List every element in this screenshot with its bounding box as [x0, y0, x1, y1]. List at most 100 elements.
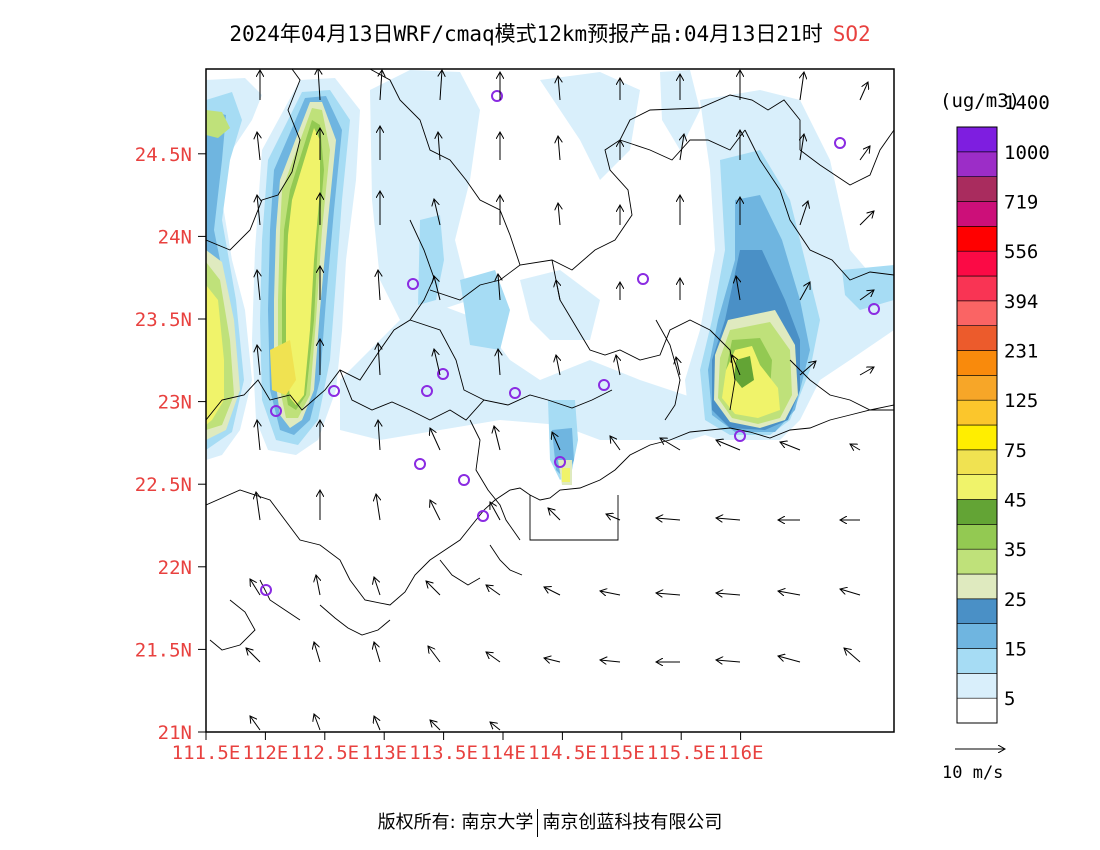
colorbar-label: 1400 [1004, 92, 1050, 114]
site-marker [458, 474, 470, 486]
wind-arrow [676, 357, 680, 376]
lon-tick-label: 111.5E [172, 742, 241, 764]
wind-arrow [736, 276, 740, 301]
site-marker [260, 584, 272, 596]
wind-arrow [378, 270, 380, 301]
copyright-footer: 版权所有: 南京大学 南京创蓝科技有限公司 [0, 808, 1100, 837]
wind-arrow [486, 652, 501, 663]
colorbar-label: 1000 [1004, 142, 1050, 164]
colorbar-label: 45 [1004, 490, 1027, 512]
site-marker [437, 368, 449, 380]
colorbar-swatch [956, 250, 998, 277]
colorbar-swatch [956, 623, 998, 649]
wind-arrow [257, 345, 260, 376]
wind-arrow [799, 361, 816, 376]
colorbar-swatch [956, 325, 998, 351]
colorbar-label: 125 [1004, 390, 1038, 412]
colorbar-swatch [956, 598, 998, 624]
colorbar-swatch [956, 449, 998, 475]
wind-arrow [434, 276, 441, 301]
site-marker [491, 90, 503, 102]
wind-arrow [257, 195, 260, 226]
colorbar-swatch [956, 275, 998, 302]
lon-tick-label: 114.5E [528, 742, 597, 764]
wind-arrow [732, 355, 741, 376]
wind-arrow [656, 593, 681, 595]
wind-arrow [716, 440, 741, 451]
wind-arrow [257, 132, 260, 161]
colorbar-label: 15 [1004, 639, 1027, 661]
wind-arrow [498, 349, 500, 376]
wind-arrow [716, 518, 741, 520]
site-marker [554, 456, 566, 468]
lat-tick-label: 23N [158, 392, 192, 414]
colorbar-frame [956, 126, 998, 724]
colorbar-label: 719 [1004, 192, 1038, 214]
wind-vectors [246, 69, 874, 731]
colorbar-swatch [956, 697, 998, 724]
wind-arrow [558, 76, 560, 101]
map-title: 2024年04月13日WRF/cmaq模式12km预报产品:04月13日21时 S… [0, 18, 1100, 48]
lon-tick-label: 116E [718, 742, 764, 764]
wind-arrow [716, 593, 741, 595]
wind-arrow [486, 585, 501, 596]
lat-tick-label: 22N [158, 557, 192, 579]
site-marker [414, 458, 426, 470]
copyright-left: 版权所有: 南京大学 [377, 812, 534, 833]
site-marker [509, 387, 521, 399]
wind-arrow [859, 290, 874, 301]
colorbar-swatch [956, 474, 998, 500]
wind-arrow [314, 642, 321, 663]
colorbar-swatch [956, 548, 998, 575]
lat-tick-label: 21.5N [135, 639, 192, 661]
wind-arrow [680, 134, 684, 161]
colorbar: 5 15 25 35 45 75 125 231 394 556 719 1000 1400 [956, 92, 1050, 724]
colorbar-label: 5 [1004, 688, 1015, 710]
colorbar-swatch [956, 375, 998, 401]
wind-arrow [374, 577, 381, 596]
colorbar-swatch [956, 300, 998, 326]
wind-arrow [490, 502, 501, 521]
site-marker [421, 385, 433, 397]
colorbar-label: 25 [1004, 589, 1027, 611]
wind-arrow [780, 442, 801, 451]
wind-arrow [844, 648, 861, 663]
lon-tick-label: 113E [361, 742, 407, 764]
wind-arrow [610, 436, 621, 451]
wind-arrow [850, 444, 861, 450]
wind-arrow [434, 199, 441, 226]
wind-arrow [376, 494, 380, 521]
site-marker [868, 303, 880, 315]
map-frame [205, 68, 895, 733]
colorbar-swatch [956, 673, 998, 699]
wind-arrow [378, 420, 380, 451]
colorbar-swatch [956, 499, 998, 525]
monitoring-site-markers [260, 90, 880, 596]
colorbar-label: 35 [1004, 539, 1027, 561]
wind-arrow [552, 432, 561, 451]
wind-arrow [438, 132, 440, 161]
wind-arrow [544, 658, 561, 662]
wind-arrow [428, 646, 441, 663]
wind-arrow [548, 508, 561, 521]
wind-arrow [374, 716, 381, 731]
wind-arrow [380, 70, 382, 101]
wind-arrow [490, 722, 501, 731]
lon-tick-label: 115E [599, 742, 645, 764]
wind-arrow [799, 282, 810, 301]
wind-arrow [556, 355, 560, 376]
footer-divider [537, 809, 539, 837]
wind-reference: 10 m/s [942, 749, 1005, 783]
wind-arrow [859, 367, 874, 376]
colorbar-swatch [956, 424, 998, 451]
wind-arrow [494, 426, 501, 451]
colorbar-swatch [956, 648, 998, 674]
wind-arrow [250, 716, 261, 731]
colorbar-swatch [956, 201, 998, 227]
wind-arrow [616, 355, 620, 376]
wind-reference-label: 10 m/s [942, 763, 1003, 783]
lon-tick-label: 115.5E [647, 742, 716, 764]
wind-arrow [606, 514, 621, 521]
wind-arrow [840, 589, 861, 596]
